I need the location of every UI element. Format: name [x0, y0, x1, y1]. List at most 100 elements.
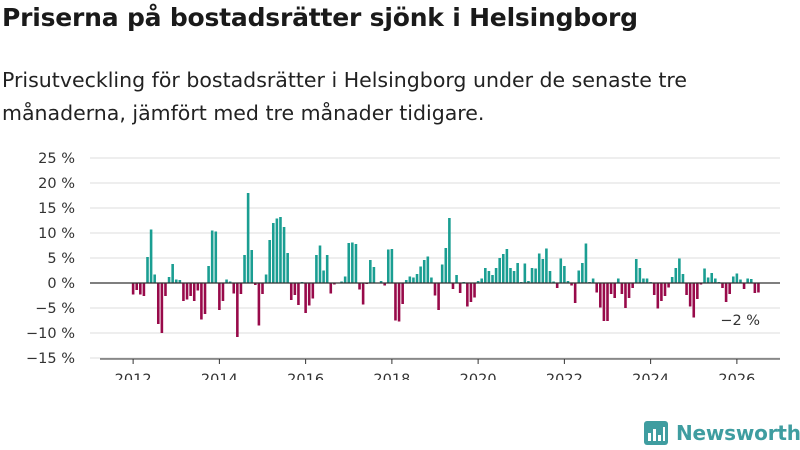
bar	[415, 274, 419, 283]
bar	[530, 268, 534, 283]
bar	[192, 283, 196, 301]
bar	[268, 240, 271, 283]
bar	[401, 283, 404, 304]
y-tick-label: 0 %	[47, 276, 75, 292]
bar	[343, 276, 347, 283]
bar	[131, 283, 135, 295]
x-tick-label: 2020	[460, 372, 497, 380]
bar	[232, 283, 236, 294]
bar	[254, 283, 257, 285]
bar	[642, 278, 645, 283]
bar	[340, 281, 343, 283]
bar	[616, 278, 620, 283]
bar	[458, 283, 462, 293]
bar	[714, 278, 717, 283]
bar	[297, 283, 300, 305]
bar	[516, 263, 519, 283]
bar	[498, 258, 501, 283]
bar	[318, 245, 322, 283]
x-tick-label: 2022	[546, 372, 583, 380]
bar	[257, 283, 261, 326]
bar	[656, 283, 660, 309]
bar	[663, 283, 667, 296]
bar	[703, 268, 706, 283]
bar	[397, 283, 401, 322]
bar	[577, 270, 581, 283]
bar	[541, 259, 545, 283]
bar	[501, 254, 505, 283]
bar	[214, 231, 218, 283]
bar	[149, 229, 153, 283]
bar	[451, 283, 455, 289]
bar	[412, 277, 415, 283]
chart-title: Priserna på bostadsrätter sjönk i Helsin…	[2, 3, 638, 32]
bar	[523, 263, 527, 283]
newsworthy-chart-icon	[644, 421, 668, 445]
bar	[602, 283, 606, 321]
bar	[620, 283, 624, 294]
bar	[426, 256, 430, 283]
bar	[487, 271, 491, 283]
bar	[174, 279, 178, 283]
bar	[444, 248, 448, 283]
bar	[627, 283, 631, 298]
bar	[566, 281, 570, 283]
bar	[156, 283, 160, 324]
bar	[218, 283, 221, 310]
bar	[228, 281, 232, 283]
bar	[189, 283, 192, 296]
bar	[315, 255, 318, 283]
bar	[311, 283, 315, 299]
bar	[293, 283, 297, 295]
bar	[146, 257, 149, 283]
bar	[746, 278, 749, 283]
bar	[164, 283, 167, 296]
bar	[534, 268, 537, 283]
bar	[591, 278, 595, 283]
bar	[203, 283, 207, 314]
bar	[279, 217, 282, 283]
bar	[135, 283, 139, 290]
bar	[386, 249, 390, 283]
bar	[153, 274, 156, 283]
bar	[670, 277, 674, 283]
bar	[369, 260, 372, 283]
x-tick-label: 2016	[287, 372, 324, 380]
bar	[739, 279, 742, 283]
bar	[433, 283, 437, 296]
bar	[473, 283, 476, 298]
y-tick-label: 25 %	[38, 151, 75, 167]
bar	[631, 283, 634, 288]
bar	[638, 268, 642, 283]
bar	[678, 258, 681, 283]
bar	[264, 274, 268, 283]
bar	[430, 277, 433, 283]
bar	[361, 283, 365, 305]
bar	[383, 283, 386, 286]
y-axis-labels: 25 % 20 % 15 % 10 % 5 % 0 % −5 % −10 % −15 %	[26, 151, 75, 367]
bar	[246, 193, 250, 283]
bar	[142, 283, 146, 296]
bar	[699, 283, 703, 285]
bar	[440, 264, 444, 283]
x-axis: 2012 2014 2016 2018 2020 2022 2024 2026	[90, 282, 780, 380]
bar	[613, 283, 616, 298]
bar	[606, 283, 609, 321]
bar	[696, 283, 699, 299]
bar	[494, 268, 498, 283]
y-tick-label: 10 %	[38, 226, 75, 242]
bar	[139, 283, 142, 295]
bar	[742, 283, 746, 289]
last-value-label: −2 %	[720, 313, 760, 329]
bar	[527, 281, 530, 283]
bar	[390, 249, 394, 283]
bar	[261, 283, 264, 294]
bar	[286, 253, 289, 283]
bar	[584, 243, 588, 283]
bar	[728, 283, 731, 294]
bar	[480, 278, 484, 283]
bar	[221, 283, 225, 301]
bar	[171, 264, 174, 283]
bars	[131, 193, 760, 337]
bar	[200, 283, 203, 320]
